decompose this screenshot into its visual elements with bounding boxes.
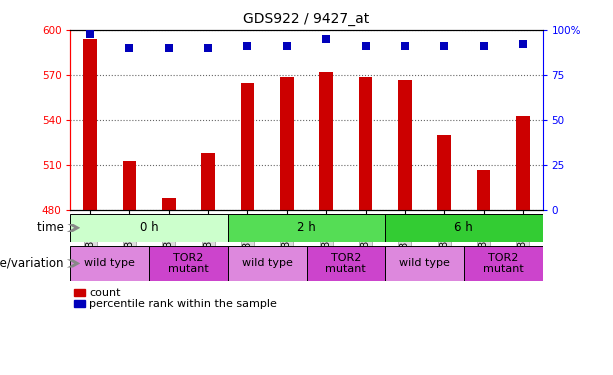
Point (243, 43, 253, 49)
Point (321, 36, 331, 42)
Title: GDS922 / 9427_at: GDS922 / 9427_at (243, 12, 370, 26)
Bar (241, 82, 254, 210)
Bar (516, 116, 530, 210)
Point (124, 45, 134, 51)
Bar (70, 214, 228, 242)
Text: TOR2
mutant: TOR2 mutant (326, 253, 366, 274)
Point (360, 43, 370, 49)
Point (282, 43, 292, 49)
Bar (149, 246, 228, 281)
Bar (464, 246, 543, 281)
Text: genotype/variation: genotype/variation (0, 257, 67, 270)
Text: 2 h: 2 h (297, 221, 316, 234)
Point (164, 45, 173, 51)
Text: wild type: wild type (85, 258, 135, 268)
Bar (385, 214, 543, 242)
Bar (385, 246, 464, 281)
Text: TOR2
mutant: TOR2 mutant (483, 253, 524, 274)
Bar (162, 198, 176, 210)
Polygon shape (67, 260, 80, 268)
Point (400, 43, 409, 49)
Bar (398, 80, 412, 210)
Text: time: time (37, 221, 67, 234)
Bar (280, 76, 294, 210)
Point (85, 31, 95, 37)
Point (440, 43, 449, 49)
Polygon shape (67, 224, 80, 232)
Bar (228, 214, 385, 242)
Point (204, 45, 213, 51)
Bar (201, 153, 215, 210)
Bar (70, 246, 149, 281)
Text: percentile rank within the sample: percentile rank within the sample (89, 299, 277, 309)
Point (518, 41, 528, 47)
Text: TOR2
mutant: TOR2 mutant (168, 253, 209, 274)
Point (479, 43, 489, 49)
Bar (228, 246, 306, 281)
Bar (306, 246, 385, 281)
Bar (359, 76, 372, 210)
Text: 0 h: 0 h (140, 221, 159, 234)
Text: 6 h: 6 h (454, 221, 473, 234)
Text: wild type: wild type (399, 258, 450, 268)
Bar (319, 72, 333, 210)
Bar (123, 160, 136, 210)
Text: wild type: wild type (242, 258, 292, 268)
Text: count: count (89, 288, 121, 297)
Bar (477, 170, 490, 210)
Bar (83, 39, 97, 210)
Bar (437, 135, 451, 210)
